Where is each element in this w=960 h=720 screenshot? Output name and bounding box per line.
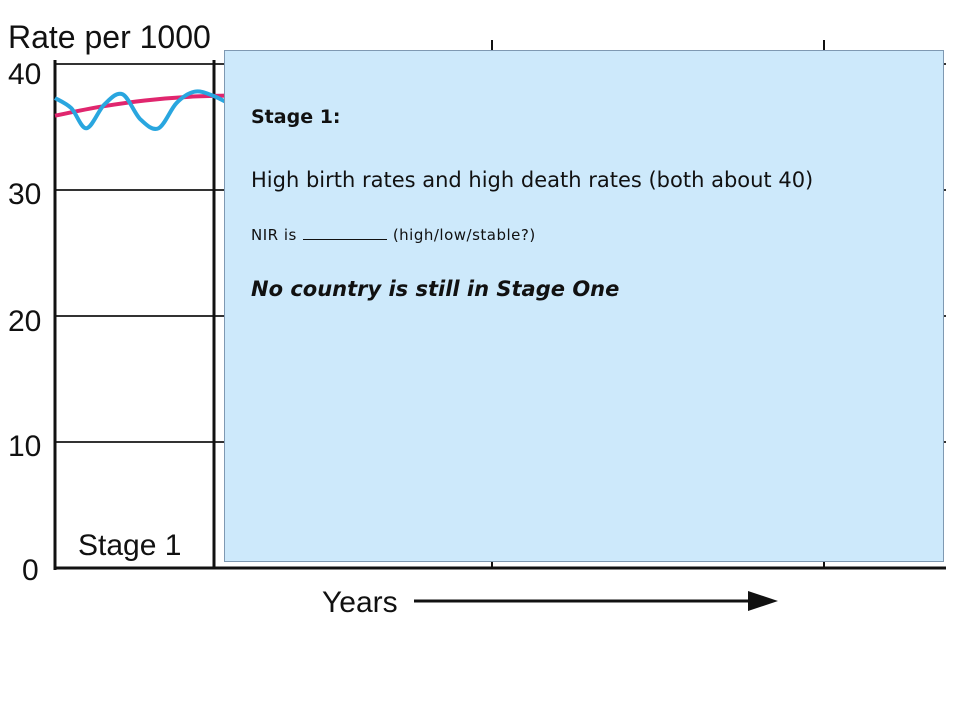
stage-title: Stage 1: <box>251 106 341 128</box>
y-tick-label-40: 40 <box>8 58 41 91</box>
stage-description: High birth rates and high death rates (b… <box>251 168 814 192</box>
x-axis-title: Years <box>322 586 398 619</box>
y-tick-label-30: 30 <box>8 178 41 211</box>
series-line-birth <box>54 93 236 118</box>
y-axis-title: Rate per 1000 <box>8 19 211 55</box>
years-arrow-icon <box>748 591 778 611</box>
stage-info-box: Stage 1: High birth rates and high death… <box>224 50 944 562</box>
y-tick-label-0: 0 <box>22 554 39 587</box>
stage-label: Stage 1 <box>78 529 181 562</box>
nir-suffix: (high/low/stable?) <box>392 226 536 244</box>
series-line-death <box>53 89 236 131</box>
y-tick-label-20: 20 <box>8 305 41 338</box>
nir-question: NIR is (high/low/stable?) <box>251 226 536 244</box>
nir-prefix: NIR is <box>251 226 297 244</box>
y-tick-label-10: 10 <box>8 430 41 463</box>
stage-fact: No country is still in Stage One <box>251 277 620 301</box>
nir-blank <box>302 227 387 240</box>
